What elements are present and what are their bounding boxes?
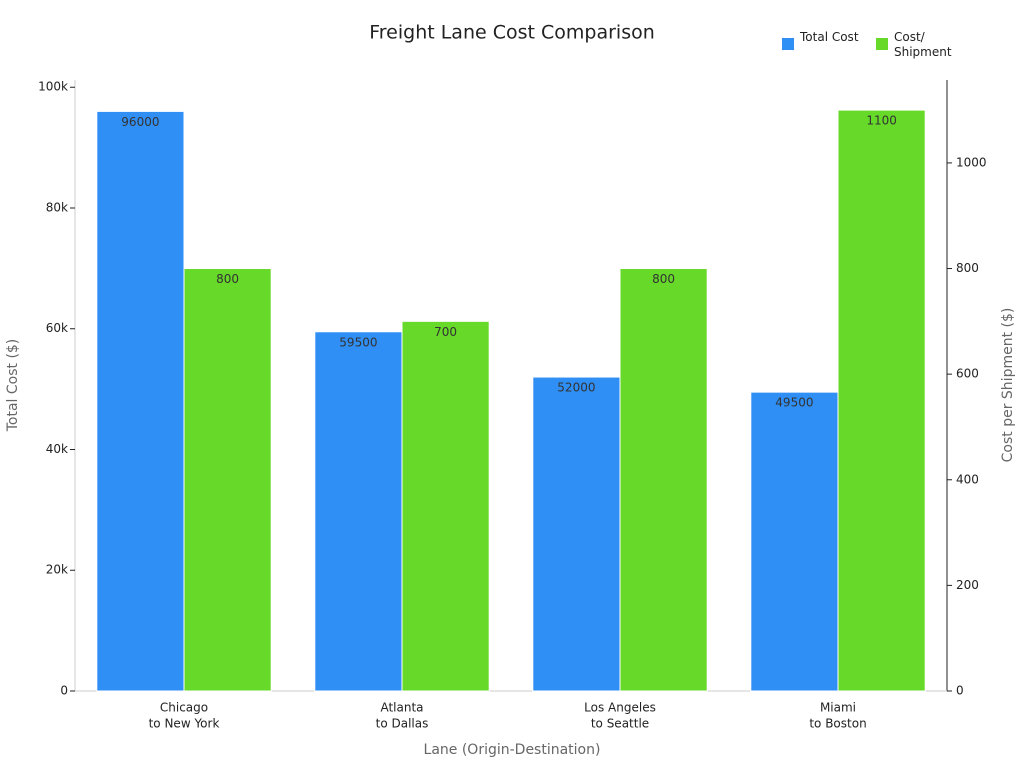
- y2-axis-label: Cost per Shipment ($): [1000, 308, 1016, 463]
- x-tick-label: to New York: [149, 717, 220, 731]
- legend-label: Cost/ Shipment: [894, 30, 952, 59]
- value-label: 800: [652, 272, 675, 286]
- chart-title: Freight Lane Cost Comparison: [369, 22, 655, 44]
- legend-swatch: [782, 38, 794, 50]
- y2-tick-label: 1000: [956, 155, 987, 169]
- bar: [750, 391, 839, 692]
- bar: [96, 110, 185, 692]
- value-label: 52000: [557, 381, 595, 395]
- y-axis-label: Total Cost ($): [5, 339, 21, 433]
- x-tick-label: to Boston: [809, 717, 866, 731]
- legend-label: Total Cost: [800, 30, 859, 44]
- bar: [837, 109, 926, 692]
- y-tick-label: 0: [60, 684, 68, 698]
- x-tick-label: Miami: [820, 701, 856, 715]
- value-label: 96000: [121, 115, 159, 129]
- bar: [183, 268, 272, 692]
- value-label: 49500: [775, 396, 813, 410]
- value-label: 59500: [339, 335, 377, 349]
- y2-tick-label: 400: [956, 472, 979, 486]
- y2-tick-label: 0: [956, 684, 964, 698]
- x-tick-label: Atlanta: [380, 701, 423, 715]
- legend-swatch: [876, 38, 888, 50]
- value-label: 1100: [866, 114, 897, 128]
- y-tick-label: 60k: [46, 321, 68, 335]
- y2-tick-label: 200: [956, 578, 979, 592]
- value-label: 700: [434, 325, 457, 339]
- y-tick-label: 80k: [46, 200, 68, 214]
- y-tick-label: 40k: [46, 442, 68, 456]
- legend-item: Total Cost: [782, 30, 862, 60]
- x-tick-label: Los Angeles: [584, 701, 656, 715]
- bar: [532, 376, 621, 692]
- bar: [619, 268, 708, 692]
- x-axis-label: Lane (Origin-Destination): [424, 742, 601, 758]
- x-tick-label: to Dallas: [376, 717, 429, 731]
- legend: Total Cost Cost/ Shipment: [782, 30, 956, 60]
- y-tick-label: 100k: [38, 80, 68, 94]
- y2-tick-label: 800: [956, 261, 979, 275]
- x-tick-label: to Seattle: [591, 717, 649, 731]
- y2-tick-label: 600: [956, 367, 979, 381]
- bar: [401, 320, 490, 692]
- value-label: 800: [216, 272, 239, 286]
- x-tick-label: Chicago: [160, 701, 208, 715]
- bar: [314, 331, 403, 692]
- y-tick-label: 20k: [46, 563, 68, 577]
- legend-item: Cost/ Shipment: [876, 30, 956, 60]
